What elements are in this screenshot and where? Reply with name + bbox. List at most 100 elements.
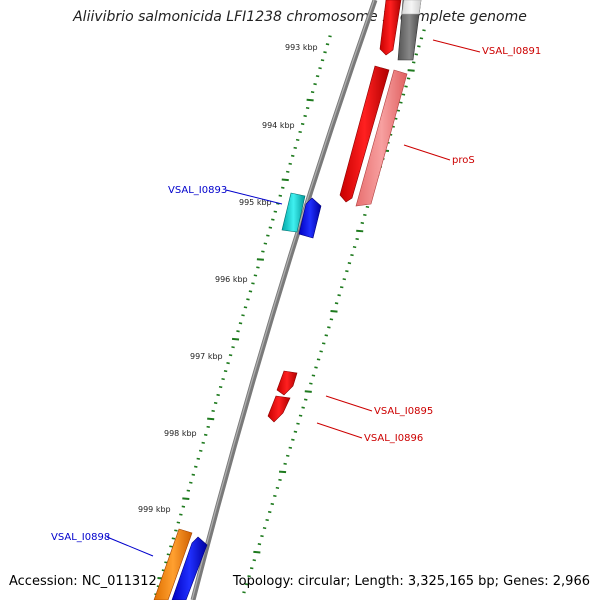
- minor-tick: [191, 473, 196, 476]
- kbp-label: 996 kbp: [215, 275, 248, 284]
- minor-tick: [334, 302, 339, 305]
- minor-tick: [256, 266, 260, 269]
- minor-tick: [189, 481, 193, 484]
- minor-tick: [329, 318, 334, 321]
- minor-tick: [411, 61, 416, 64]
- minor-tick: [303, 398, 308, 401]
- chromosome-backbone: [190, 0, 378, 600]
- minor-tick: [342, 278, 347, 281]
- minor-tick: [345, 270, 349, 273]
- minor-tick: [288, 446, 293, 449]
- feature-vsal-i0898[interactable]: [153, 528, 208, 600]
- minor-tick: [221, 377, 225, 381]
- minor-tick: [414, 53, 419, 56]
- kbp-label: 993 kbp: [285, 43, 318, 52]
- feature-pros[interactable]: [339, 65, 408, 207]
- minor-tick: [300, 122, 305, 126]
- topology-summary: Topology: circular; Length: 3,325,165 bp…: [232, 574, 590, 589]
- feature-vsal-i0891[interactable]: [379, 0, 422, 61]
- minor-tick: [198, 449, 203, 452]
- feature-label-vsal-i0898[interactable]: VSAL_I0898: [51, 532, 110, 543]
- major-tick: [253, 550, 261, 554]
- minor-tick: [265, 518, 269, 522]
- minor-tick: [247, 575, 251, 578]
- minor-tick: [401, 93, 406, 96]
- minor-tick: [360, 221, 365, 225]
- minor-tick: [321, 342, 326, 345]
- minor-tick: [273, 494, 277, 498]
- minor-tick: [296, 422, 300, 425]
- minor-tick: [253, 274, 258, 277]
- major-tick: [356, 229, 364, 233]
- minor-tick: [419, 37, 424, 40]
- feature-vsal-i0896[interactable]: [267, 395, 291, 423]
- minor-tick: [260, 535, 264, 538]
- minor-tick: [213, 401, 218, 405]
- minor-tick: [298, 130, 302, 134]
- minor-tick: [271, 218, 275, 221]
- minor-tick: [186, 489, 191, 492]
- minor-tick: [278, 478, 282, 481]
- feature-label-vsal-i0891[interactable]: VSAL_I0891: [482, 46, 541, 57]
- minor-tick: [422, 29, 426, 32]
- major-tick: [281, 178, 289, 182]
- minor-tick: [216, 393, 220, 397]
- minor-tick: [231, 346, 235, 349]
- minor-tick: [311, 374, 316, 377]
- minor-tick: [169, 545, 173, 548]
- minor-tick: [203, 433, 208, 436]
- feature-vsal-i0893[interactable]: [281, 192, 322, 239]
- minor-tick: [281, 186, 285, 189]
- accession-text: Accession: NC_011312: [9, 574, 157, 589]
- major-tick: [256, 258, 264, 261]
- minor-tick: [399, 101, 403, 104]
- callout-lines: [106, 39, 481, 557]
- minor-tick: [417, 45, 421, 48]
- minor-tick: [283, 462, 287, 465]
- minor-tick: [181, 505, 186, 508]
- feature-label-vsal-i0895[interactable]: VSAL_I0895: [374, 406, 433, 417]
- minor-tick: [288, 162, 292, 165]
- minor-tick: [316, 358, 321, 361]
- minor-tick: [211, 409, 215, 413]
- minor-tick: [267, 510, 272, 514]
- kbp-label: 994 kbp: [262, 121, 295, 130]
- major-tick: [207, 417, 215, 421]
- kbp-labels: 993 kbp 994 kbp 995 kbp 996 kbp 997 kbp …: [138, 43, 318, 514]
- minor-tick: [206, 425, 210, 428]
- minor-tick: [339, 286, 344, 289]
- minor-tick: [310, 91, 315, 94]
- minor-tick: [218, 385, 223, 389]
- minor-tick: [301, 406, 305, 409]
- minor-tick: [273, 210, 278, 213]
- feature-label-vsal-i0896[interactable]: VSAL_I0896: [364, 433, 423, 444]
- feature-vsal-i0895[interactable]: [276, 370, 298, 396]
- minor-tick: [251, 282, 255, 285]
- feature-label-pros[interactable]: proS: [452, 155, 475, 166]
- minor-tick: [223, 370, 228, 373]
- minor-tick: [320, 59, 325, 62]
- minor-tick: [313, 83, 317, 86]
- kbp-label: 995 kbp: [239, 198, 272, 207]
- minor-tick: [248, 290, 253, 293]
- minor-tick: [324, 334, 329, 337]
- major-tick: [182, 497, 190, 500]
- minor-tick: [174, 529, 178, 532]
- major-tick: [304, 390, 312, 393]
- kbp-label: 998 kbp: [164, 429, 197, 438]
- major-tick: [278, 470, 287, 474]
- minor-tick: [196, 457, 201, 460]
- minor-tick: [226, 362, 230, 365]
- minor-tick: [363, 213, 367, 217]
- feature-labels: VSAL_I0891 proS VSAL_I0893 VSAL_I0895 VS…: [51, 46, 541, 543]
- major-tick: [231, 337, 240, 341]
- minor-tick: [314, 366, 318, 369]
- minor-tick: [176, 521, 181, 524]
- minor-tick: [295, 138, 300, 142]
- minor-tick: [305, 106, 310, 110]
- minor-tick: [290, 154, 295, 157]
- feature-label-vsal-i0893[interactable]: VSAL_I0893: [168, 185, 227, 196]
- minor-tick: [171, 537, 176, 540]
- major-tick: [306, 98, 314, 102]
